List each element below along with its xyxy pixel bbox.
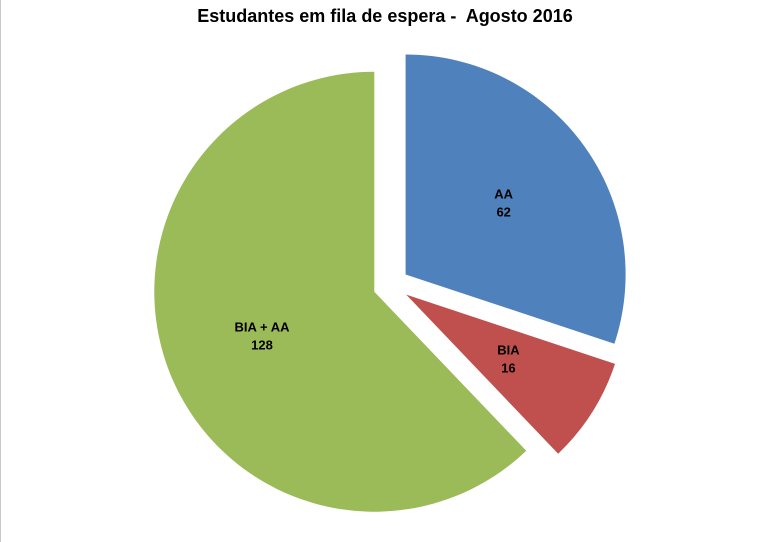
slice-label-value: 128 <box>251 338 273 353</box>
chart-title: Estudantes em fila de espera - Agosto 20… <box>197 6 573 26</box>
slice-label-name: BIA + AA <box>234 320 290 335</box>
slice-label-name: AA <box>494 187 513 202</box>
slice-label-value: 16 <box>501 360 515 375</box>
slice-label: AA 62 <box>494 187 513 220</box>
pie-slice-aa <box>405 54 626 344</box>
slice-label-value: 62 <box>496 205 510 220</box>
slice-label: BIA + AA 128 <box>234 320 290 353</box>
pie-slice-bia-aa <box>154 71 527 512</box>
slice-label-name: BIA <box>497 342 520 357</box>
pie-slice-bia <box>406 294 616 454</box>
slice-label: BIA 16 <box>497 342 520 375</box>
